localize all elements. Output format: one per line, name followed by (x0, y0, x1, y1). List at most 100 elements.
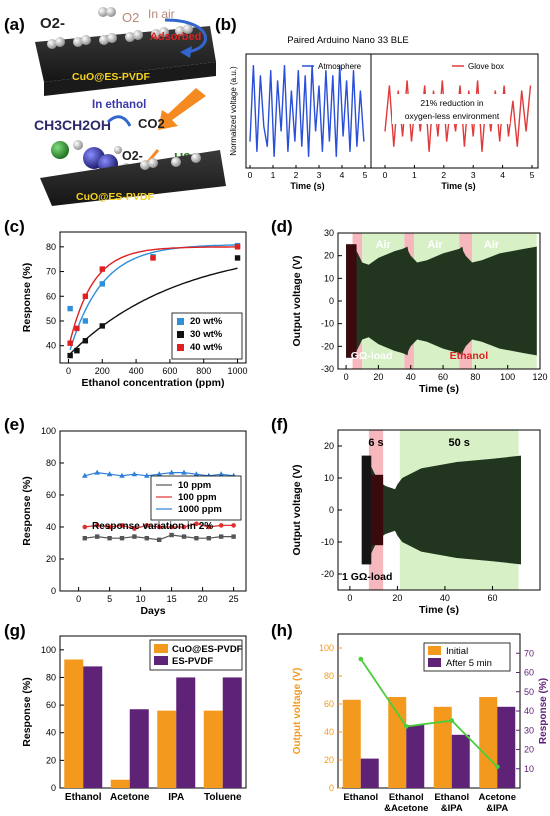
y-tick-label: 20 (324, 251, 334, 261)
annotation: Response variation in 2% (92, 521, 213, 532)
data-point (119, 536, 125, 541)
x-tick-label: Ethanol (389, 792, 424, 803)
data-point (67, 352, 73, 359)
x-tick-label: 400 (129, 366, 144, 376)
x-tick-label: 120 (532, 372, 547, 382)
data-point (206, 536, 211, 541)
bar (433, 706, 452, 788)
legend-label: 100 ppm (178, 492, 217, 503)
bar (451, 734, 470, 788)
data-point (106, 471, 113, 477)
co2-label: CO2 (138, 116, 165, 131)
data-point (234, 244, 241, 250)
reaction-arrow (106, 115, 132, 127)
x-tick-label: 4 (500, 170, 505, 180)
x-tick-label: 600 (162, 366, 177, 376)
y2-tick-label: 20 (524, 745, 534, 755)
data-point (157, 537, 162, 542)
bar (497, 706, 516, 788)
data-point (231, 523, 236, 528)
top-slab-edge (44, 62, 216, 96)
panel-g-chart: 0 20 40 60 80 100 Response (%) Ethanol Acetone IP… (21, 635, 247, 803)
data-point (150, 255, 156, 261)
chart-title: Paired Arduino Nano 33 BLE (287, 35, 408, 46)
bar (176, 677, 196, 788)
y-tick-label: 20 (46, 554, 56, 564)
x-tick-label: Toluene (204, 792, 242, 803)
bar (360, 758, 379, 788)
x-tick-label: 0 (344, 372, 349, 382)
fit-curve (69, 267, 238, 355)
plot-frame (59, 231, 247, 364)
bar (406, 725, 425, 788)
x-tick-label: 20 (392, 593, 402, 603)
x-axis-label: Time (s) (441, 181, 475, 191)
data-point (99, 281, 105, 287)
x-tick-label: 1000 (228, 366, 248, 376)
y-axis-label: Output voltage (V) (291, 465, 303, 556)
y-tick-label: 100 (319, 643, 334, 653)
data-point (234, 255, 241, 261)
y-tick-label: -10 (321, 537, 334, 547)
y-tick-label: 20 (46, 755, 56, 765)
data-point (169, 532, 174, 538)
y-tick-label: 0 (329, 505, 334, 515)
bar (388, 697, 407, 788)
y-tick-label: 60 (324, 699, 334, 709)
x-tick-label: Acetone (110, 792, 150, 803)
y-axis-label: Output voltage (V) (292, 668, 303, 755)
y2-tick-label: 10 (524, 764, 534, 774)
legend-label: 20 wt% (190, 316, 223, 327)
free-o2-molecule (98, 7, 116, 17)
panel-f-chart: 0 20 40 60 -20 -10 0 10 20 Time (s) Output voltage… (291, 429, 541, 616)
y-tick-label: -20 (321, 341, 334, 351)
adsorb-arrow (164, 18, 207, 54)
o2-minus-label: O2- (40, 15, 65, 32)
in-air-label: In air (148, 7, 175, 21)
y-axis-label: Output voltage (V) (291, 256, 303, 347)
legend-label: ES-PVDF (172, 656, 213, 667)
x-tick-label: 0 (347, 593, 352, 603)
panel-label-b: (b) (215, 15, 237, 34)
x-axis-label: Ethanol concentration (ppm) (82, 377, 225, 389)
plot-frame (59, 430, 247, 592)
fifty-seconds-label: 50 s (448, 437, 469, 449)
surface-molecules-bottom (140, 153, 201, 170)
data-point (82, 472, 88, 478)
data-point (181, 469, 187, 475)
data-point (82, 524, 88, 530)
x-tick-label: &IPA (441, 803, 463, 814)
x-axis-label: Time (s) (290, 181, 324, 191)
x-tick-label: 80 (470, 372, 480, 382)
load-label: 1 GΩ-load (342, 350, 392, 362)
y-tick-label: 80 (324, 671, 334, 681)
x-tick-label: 0 (248, 170, 253, 180)
ethanol-label: Ethanol (450, 350, 489, 362)
data-point (219, 534, 224, 539)
panel-label-f: (f) (271, 415, 288, 434)
data-point (94, 469, 100, 475)
data-point (74, 325, 80, 332)
material-bottom-label: CuO@ES-PVDF (76, 191, 154, 203)
data-point (99, 323, 105, 329)
bar (479, 697, 498, 788)
y-axis-label: Response (%) (21, 263, 33, 332)
bar (342, 699, 361, 788)
y2-tick-label: 30 (524, 725, 534, 735)
data-point (67, 305, 73, 312)
x-tick-label: &IPA (486, 803, 508, 814)
data-point (218, 523, 224, 528)
x-tick-label: 1 (412, 170, 417, 180)
legend-swatch (177, 344, 184, 351)
x-tick-label: 3 (317, 170, 322, 180)
y-tick-label: -20 (321, 569, 334, 579)
y-tick-label: 20 (324, 755, 334, 765)
annotation-backdrop (392, 94, 510, 124)
ethanol-formula-label: CH3CH2OH (34, 117, 111, 133)
six-seconds-label: 6 s (368, 437, 383, 449)
legend-swatch (177, 318, 184, 325)
legend-swatch (154, 644, 168, 653)
data-point (82, 318, 89, 324)
y-tick-label: -10 (321, 319, 334, 329)
